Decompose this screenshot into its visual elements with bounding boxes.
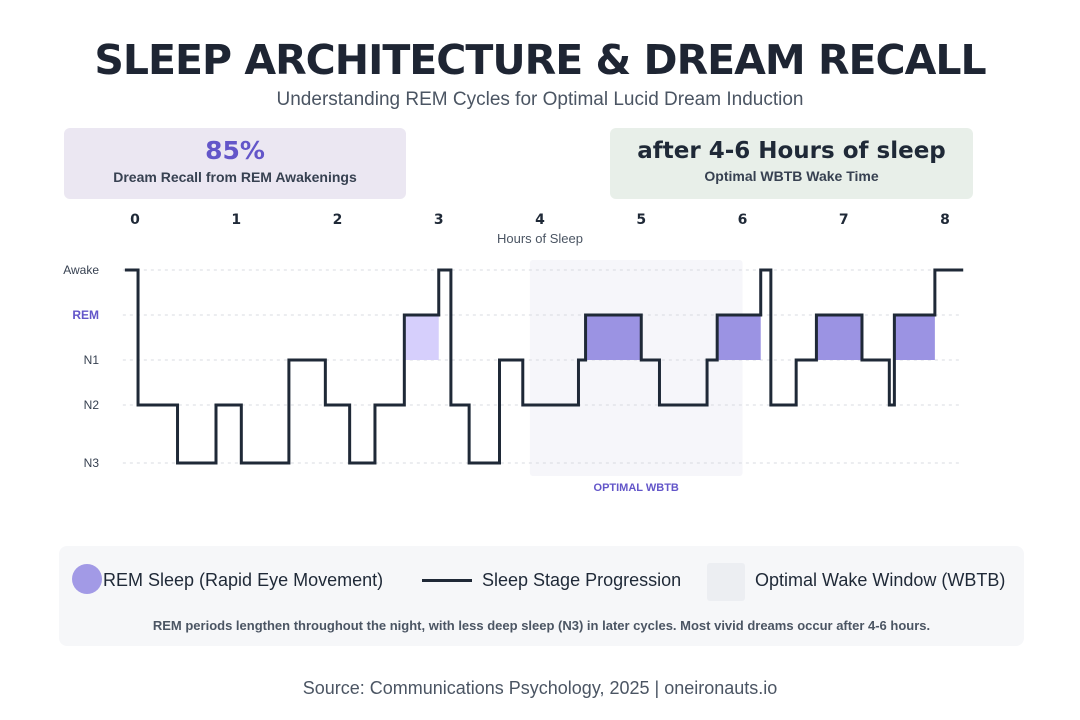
sleep-stage-line xyxy=(124,268,964,465)
y-tick-label: N1 xyxy=(84,353,100,367)
rem-period xyxy=(717,315,761,360)
x-tick-label: 2 xyxy=(333,212,343,228)
stat-value-recall: 85% xyxy=(205,136,265,165)
stat-label-recall: Dream Recall from REM Awakenings xyxy=(113,169,357,185)
rem-period xyxy=(894,315,935,360)
rem-period xyxy=(585,315,642,360)
x-tick-label: 8 xyxy=(940,212,950,228)
stat-label-wbtb-time: Optimal WBTB Wake Time xyxy=(704,168,879,184)
x-tick-label: 1 xyxy=(231,212,241,228)
page-title: SLEEP ARCHITECTURE & DREAM RECALL xyxy=(94,36,986,84)
x-tick-label: 5 xyxy=(636,212,646,228)
legend-rem-label: REM Sleep (Rapid Eye Movement) xyxy=(103,570,384,590)
page-subtitle: Understanding REM Cycles for Optimal Luc… xyxy=(276,89,804,110)
stat-card-wbtb-time: after 4-6 Hours of sleep Optimal WBTB Wa… xyxy=(610,128,973,199)
y-tick-label: N2 xyxy=(84,398,100,412)
rem-period xyxy=(816,315,862,360)
wbtb-window-label: OPTIMAL WBTB xyxy=(594,482,679,494)
sleep-stage-chart: OPTIMAL WBTB Awake REM N1 N2 N3 0 1 2 3 4 5 6 7 8 Hours… xyxy=(63,212,964,494)
y-tick-label: REM xyxy=(72,308,99,322)
wbtb-swatch-icon xyxy=(707,563,745,601)
stat-value-wbtb-time: after 4-6 Hours of sleep xyxy=(637,138,946,164)
x-tick-label: 6 xyxy=(738,212,748,228)
x-tick-label: 4 xyxy=(535,212,545,228)
x-tick-label: 0 xyxy=(130,212,140,228)
legend-note: REM periods lengthen throughout the nigh… xyxy=(152,618,931,633)
stat-card-recall: 85% Dream Recall from REM Awakenings xyxy=(64,128,406,199)
y-tick-label: N3 xyxy=(84,456,100,470)
source-citation: Source: Communications Psychology, 2025 … xyxy=(302,678,778,698)
rem-swatch-icon xyxy=(72,564,102,594)
legend-line-label: Sleep Stage Progression xyxy=(482,570,682,590)
y-tick-label: Awake xyxy=(63,263,99,277)
x-tick-label: 3 xyxy=(434,212,444,228)
legend-wbtb-label: Optimal Wake Window (WBTB) xyxy=(755,570,1006,590)
wbtb-window xyxy=(529,260,743,476)
x-tick-label: 7 xyxy=(839,212,849,228)
rem-period xyxy=(404,315,439,360)
line-swatch-icon xyxy=(422,579,472,582)
x-axis-label: Hours of Sleep xyxy=(497,231,583,246)
legend-panel: REM Sleep (Rapid Eye Movement) Sleep Sta… xyxy=(59,546,1024,646)
